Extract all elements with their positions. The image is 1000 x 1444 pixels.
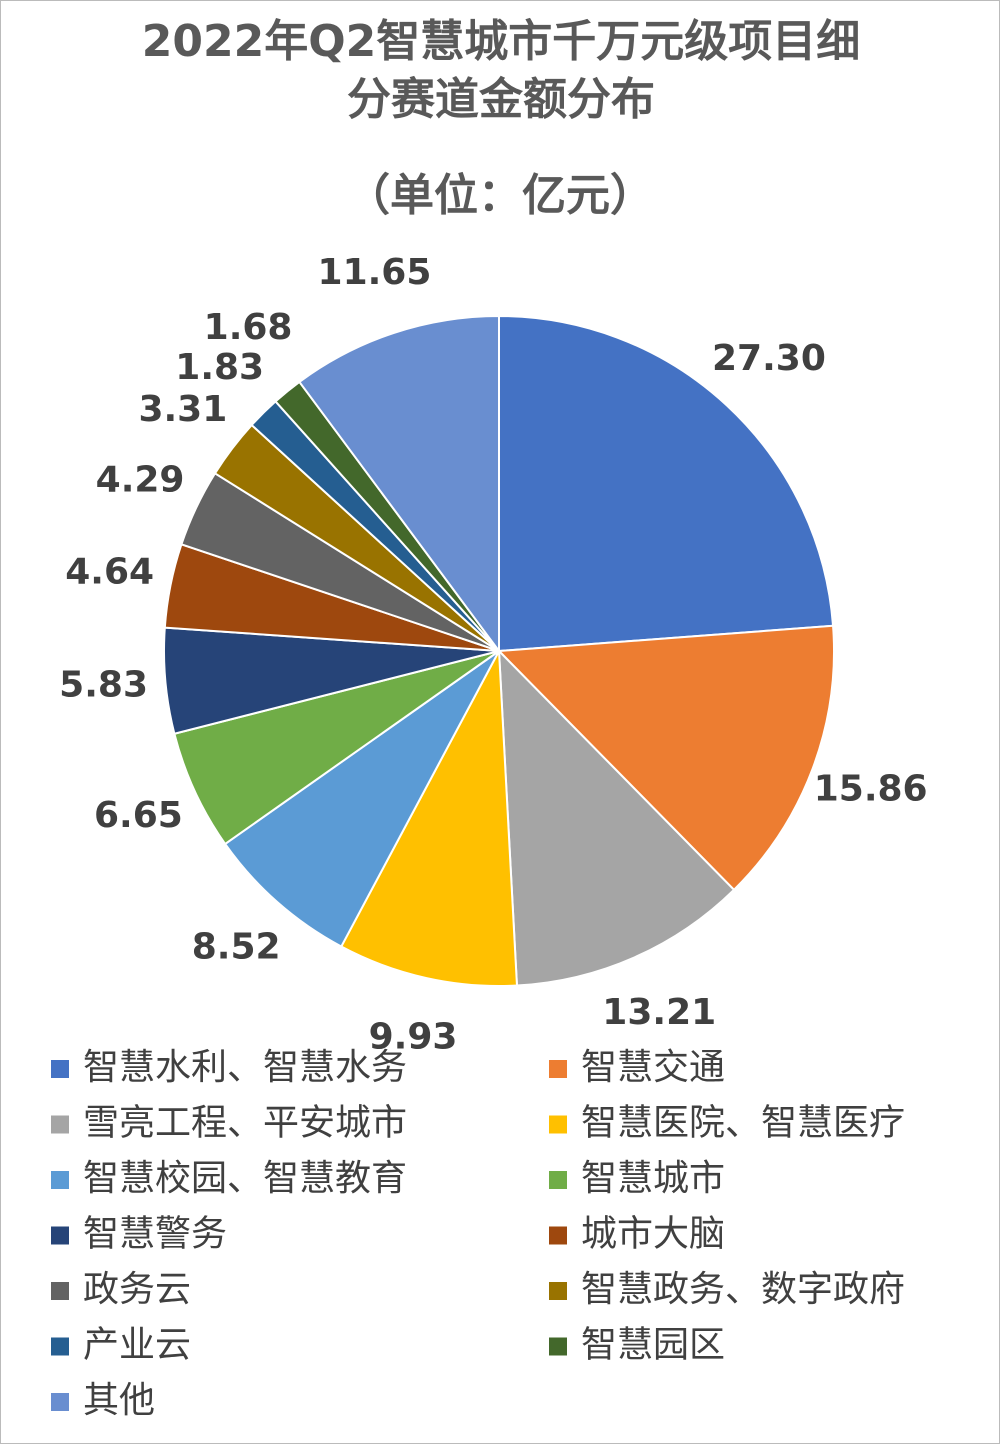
- data-label: 27.30: [712, 338, 826, 379]
- data-label: 11.65: [318, 252, 432, 293]
- legend-swatch: [51, 1171, 69, 1189]
- legend-label: 雪亮工程、平安城市: [83, 1103, 407, 1144]
- legend-swatch: [549, 1282, 567, 1300]
- pie-slice: [223, 650, 500, 948]
- data-label: 9.93: [369, 1017, 458, 1058]
- pie-slice: [298, 314, 500, 655]
- legend-swatch: [51, 1226, 69, 1245]
- data-label: 5.83: [59, 665, 148, 706]
- pie-slice: [497, 648, 736, 987]
- data-label: 4.64: [65, 551, 154, 592]
- chart-subtitle: （单位：亿元）: [346, 170, 654, 221]
- legend-label: 产业云: [83, 1325, 191, 1366]
- legend-label: 智慧政务、数字政府: [581, 1269, 905, 1310]
- legend-swatch: [549, 1226, 567, 1245]
- legend-swatch: [549, 1171, 567, 1189]
- data-label: 6.65: [94, 795, 183, 836]
- legend-swatch: [51, 1060, 69, 1078]
- data-label: 3.31: [138, 389, 227, 430]
- data-label: 8.52: [192, 927, 281, 968]
- legend-swatch: [51, 1393, 69, 1411]
- data-label: 4.29: [96, 459, 185, 500]
- legend-label: 智慧校园、智慧教育: [83, 1158, 407, 1199]
- legend-label: 智慧医院、智慧医疗: [581, 1103, 905, 1144]
- pie-slice: [173, 650, 500, 846]
- legend-label: 智慧警务: [83, 1214, 227, 1255]
- data-label: 1.68: [204, 307, 293, 348]
- chart-title: 2022年Q2智慧城市千万元级项目细分赛道金额分布: [141, 16, 861, 125]
- legend-swatch: [51, 1337, 69, 1356]
- legend-label: 政务云: [83, 1269, 191, 1310]
- data-label: 15.86: [814, 769, 928, 810]
- legend-swatch: [51, 1115, 69, 1134]
- legend-label: 智慧园区: [581, 1325, 725, 1366]
- legend-swatch: [51, 1282, 69, 1300]
- pie-slice: [498, 314, 835, 653]
- legend-label: 其他: [83, 1380, 155, 1421]
- legend-label: 智慧城市: [581, 1158, 725, 1199]
- data-label: 1.83: [175, 347, 264, 388]
- data-label: 13.21: [602, 992, 716, 1033]
- pie-slice: [496, 624, 835, 892]
- legend-label: 城市大脑: [581, 1214, 725, 1255]
- legend-label: 智慧水利、智慧水务: [83, 1047, 407, 1088]
- legend-swatch: [549, 1060, 567, 1078]
- legend-swatch: [549, 1337, 567, 1356]
- legend-swatch: [549, 1115, 567, 1134]
- pie-slice: [339, 647, 519, 987]
- legend-label: 智慧交通: [581, 1047, 725, 1088]
